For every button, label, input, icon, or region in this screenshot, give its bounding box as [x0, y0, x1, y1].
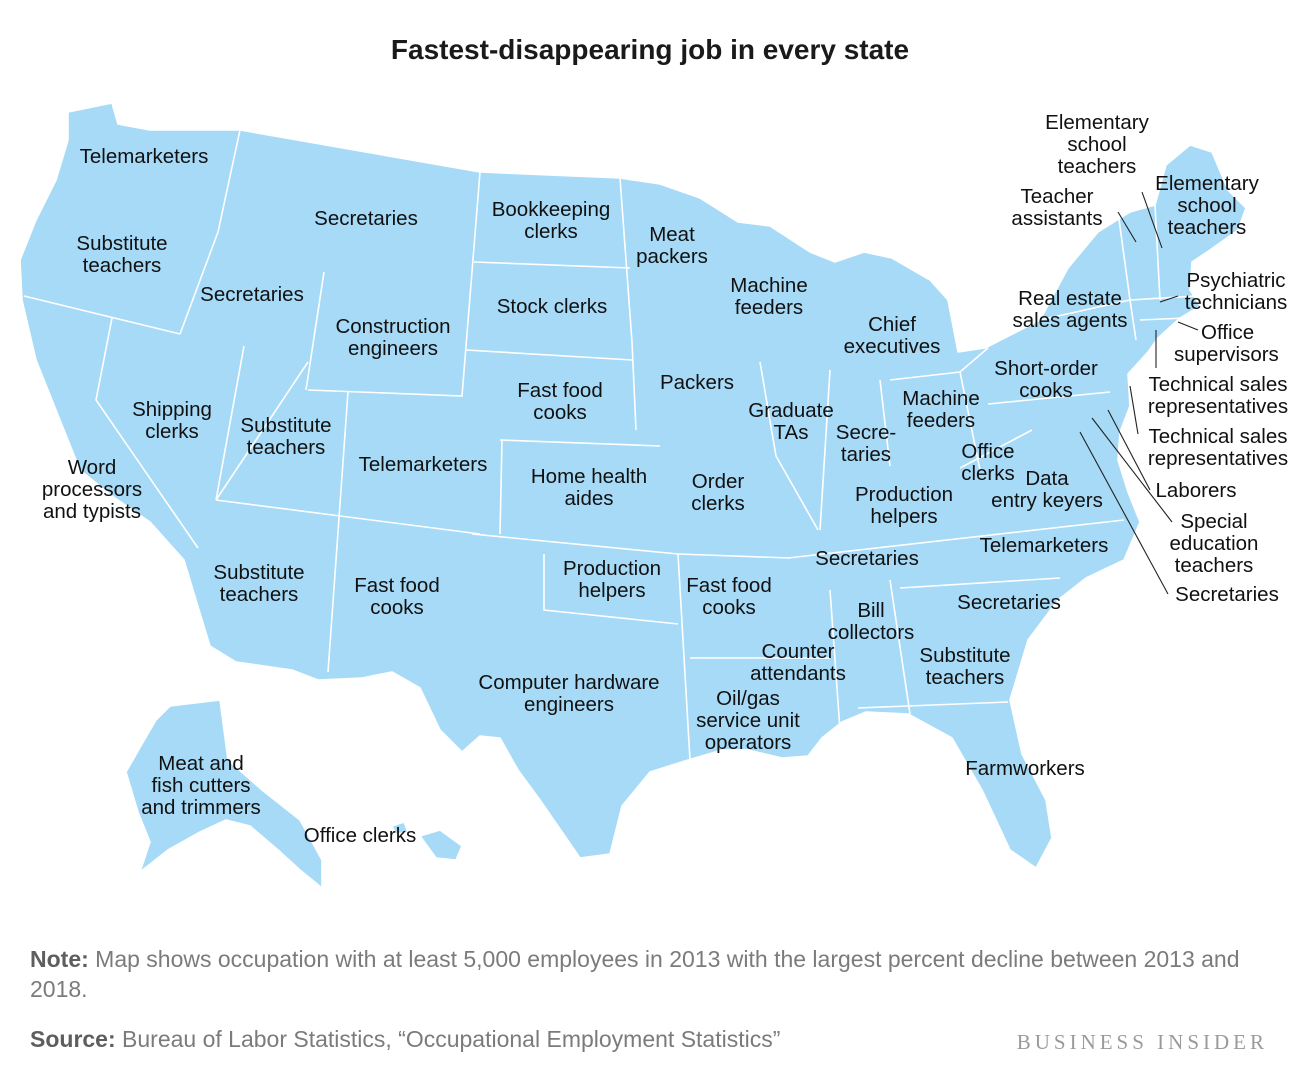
label-west-virginia: Office clerks: [961, 440, 1015, 485]
label-florida: Farmworkers: [965, 757, 1085, 780]
leader-lines: [1079, 191, 1199, 595]
label-connecticut: Technical sales representatives: [1148, 373, 1288, 418]
brand-logo: BUSINESS INSIDER: [1016, 1030, 1268, 1054]
us-map: Telemarketers Substitute teachers Word pro…: [19, 102, 1288, 889]
label-delaware: Laborers: [1156, 479, 1237, 502]
label-texas: Computer hardware engineers: [478, 671, 659, 716]
label-arkansas: Fast food cooks: [686, 574, 771, 619]
label-washington: Telemarketers: [80, 145, 209, 168]
note-label: Note:: [30, 946, 89, 972]
label-pennsylvania: Short-order cooks: [994, 357, 1098, 402]
label-louisiana: Oil/gas service unit operators: [696, 687, 800, 754]
label-mississippi: Counter attendants: [750, 640, 846, 685]
label-arizona: Substitute teachers: [213, 561, 304, 606]
label-new-york: Real estate sales agents: [1012, 287, 1127, 332]
label-massachusetts: Psychiatric technicians: [1185, 269, 1288, 314]
label-minnesota: Meat packers: [636, 223, 708, 268]
label-hawaii: Office clerks: [304, 824, 416, 847]
label-north-dakota: Bookkeeping clerks: [492, 198, 611, 243]
hawaii-island-small: [391, 821, 409, 835]
source: Source: Bureau of Labor Statistics, “Occ…: [30, 1026, 780, 1053]
label-michigan: Chief executives: [844, 313, 941, 358]
source-text: Bureau of Labor Statistics, “Occupationa…: [122, 1026, 781, 1052]
label-wyoming: Construction engineers: [335, 315, 450, 360]
label-dc: Secretaries: [1175, 583, 1279, 606]
label-oklahoma: Production helpers: [563, 557, 661, 602]
label-tennessee: Secretaries: [815, 547, 919, 570]
label-ohio: Machine feeders: [902, 387, 980, 432]
label-rhode-island: Office supervisors: [1174, 321, 1279, 366]
label-alabama: Bill collectors: [828, 599, 915, 644]
label-nebraska: Fast food cooks: [517, 379, 602, 424]
map-title: Fastest-disappearing job in every state: [390, 34, 910, 65]
label-georgia: Substitute teachers: [919, 644, 1010, 689]
label-virginia: Data entry keyers: [991, 467, 1103, 512]
label-maryland: Special education teachers: [1170, 510, 1259, 577]
lower48-outline: [19, 102, 1247, 869]
label-vermont: Teacher assistants: [1011, 185, 1102, 230]
label-oregon: Substitute teachers: [76, 232, 167, 277]
label-new-jersey: Technical sales representatives: [1148, 425, 1288, 470]
label-nevada: Shipping clerks: [132, 398, 212, 443]
hawaii-shape: [419, 829, 463, 861]
label-new-hampshire: Elementary school teachers: [1045, 111, 1149, 178]
label-indiana: Secre-taries: [836, 421, 896, 466]
label-south-dakota: Stock clerks: [497, 295, 608, 318]
label-california: Word processors and typists: [42, 456, 142, 523]
label-alaska: Meat and fish cutters and trimmers: [141, 752, 261, 819]
label-missouri: Order clerks: [691, 470, 745, 515]
state-labels: Telemarketers Substitute teachers Word pro…: [42, 111, 1288, 847]
label-south-carolina: Secretaries: [957, 591, 1061, 614]
label-utah: Substitute teachers: [240, 414, 331, 459]
note: Note: Map shows occupation with at least…: [30, 944, 1260, 1004]
label-maine: Elementary school teachers: [1155, 172, 1259, 239]
label-north-carolina: Telemarketers: [980, 534, 1109, 557]
note-text: Map shows occupation with at least 5,000…: [30, 946, 1240, 1002]
label-iowa: Packers: [660, 371, 734, 394]
source-label: Source:: [30, 1026, 116, 1052]
label-new-mexico: Fast food cooks: [354, 574, 439, 619]
label-wisconsin: Machine feeders: [730, 274, 808, 319]
state-borders: [23, 129, 1197, 761]
label-kansas: Home health aides: [531, 465, 647, 510]
label-kentucky: Production helpers: [855, 483, 953, 528]
label-montana: Secretaries: [314, 207, 418, 230]
label-illinois: Graduate TAs: [748, 399, 833, 444]
alaska-shape: [125, 699, 323, 889]
label-idaho: Secretaries: [200, 283, 304, 306]
label-colorado: Telemarketers: [359, 453, 488, 476]
